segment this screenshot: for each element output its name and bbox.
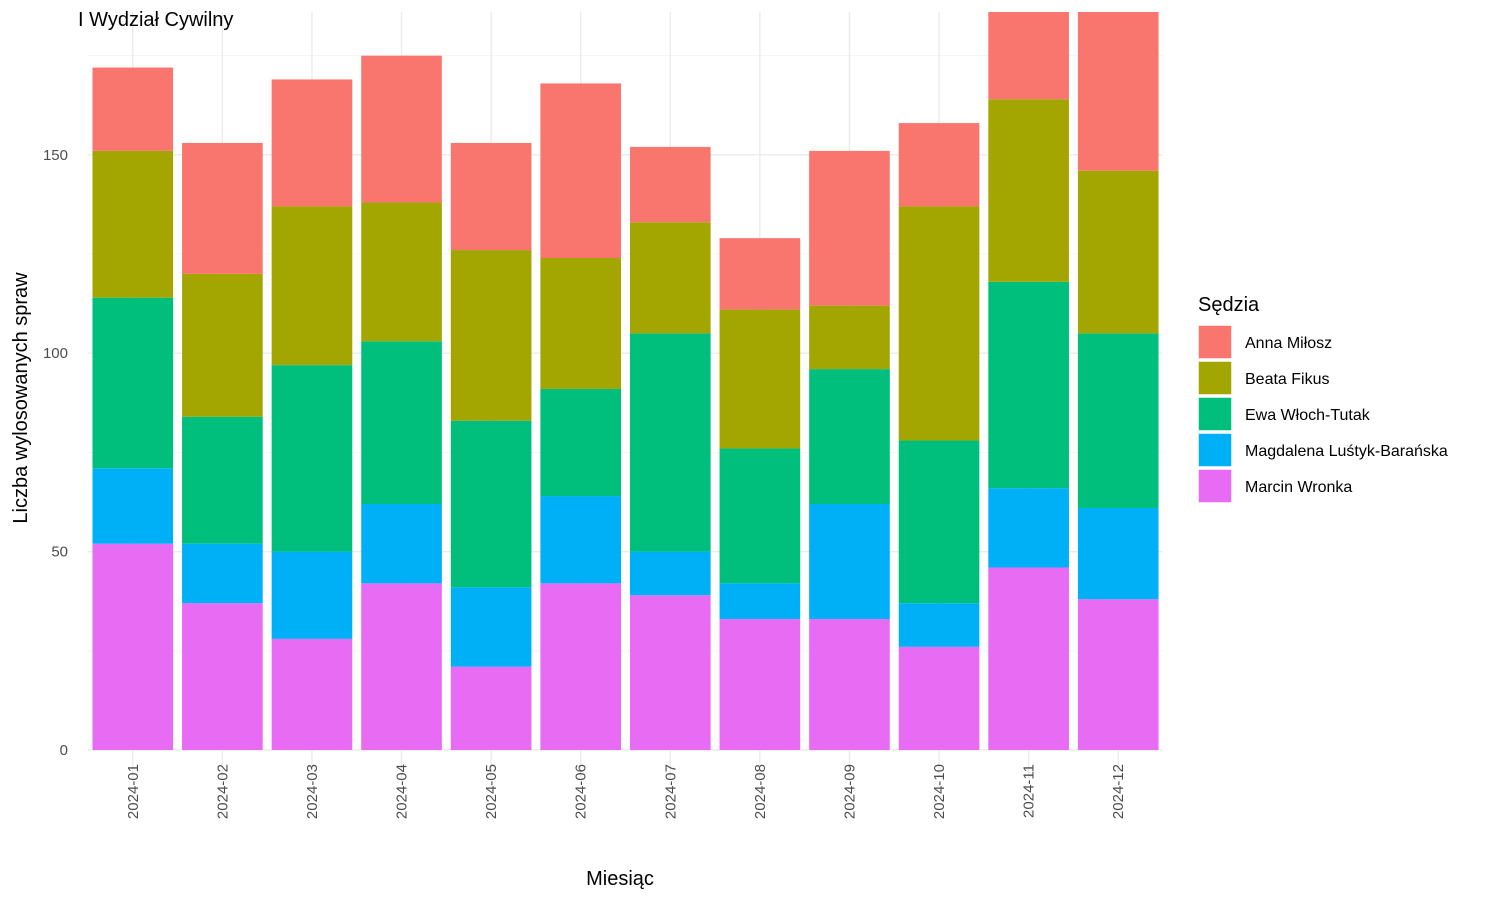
bar-segment [719,309,801,449]
bar-segment [988,281,1069,489]
bar-segment [361,202,442,342]
bar-segment [1077,507,1159,600]
bar-segment [450,420,532,588]
bar-segment [182,603,263,750]
bar-segment [271,551,353,639]
bar-segment [719,448,801,584]
bar-segment [540,388,622,497]
legend-key [1197,360,1233,396]
bar-segment [450,587,532,667]
x-tick-label: 2024-08 [752,764,769,819]
bar-segment [92,67,174,151]
bar-segment [1077,12,1159,171]
bar-segment [809,619,890,750]
bar-segment [988,12,1069,100]
bar-segment [361,583,442,750]
bar-segment [271,79,353,207]
legend-label: Marcin Wronka [1245,479,1352,496]
x-tick-label: 2024-03 [304,764,321,819]
bar-segment [988,99,1069,282]
bar-segment [629,595,711,750]
bar-segment [182,416,263,544]
bar-segment [182,273,263,417]
bar-segment [898,646,980,750]
bar-segment [361,341,442,504]
legend-key [1197,432,1233,468]
y-tick-label: 100 [43,345,68,362]
bars [92,12,1159,750]
bar-segment [898,206,980,441]
chart-title: I Wydział Cywilny [78,9,233,31]
bar-segment [92,150,174,298]
bar-segment [898,603,980,647]
x-tick-label: 2024-11 [1021,764,1038,818]
legend-title: Sędzia [1198,294,1260,316]
bar-segment [809,150,890,306]
x-tick-label: 2024-10 [931,764,948,819]
bar-segment [898,123,980,207]
bar-segment [540,83,622,258]
y-tick-label: 0 [60,742,68,759]
x-tick-label: 2024-02 [214,764,231,819]
x-tick-label: 2024-06 [573,764,590,819]
bar-segment [898,440,980,604]
bar-segment [719,619,801,750]
legend-label: Magdalena Luśtyk-Barańska [1245,443,1448,460]
x-tick-label: 2024-01 [125,764,142,819]
bar-segment [988,567,1069,750]
legend: Sędzia Anna Miłosz Beata Fikus Ewa Włoch-T… [1197,294,1448,504]
bar-segment [271,206,353,366]
x-tick-label: 2024-12 [1110,764,1127,819]
bar-segment [1077,333,1159,508]
bar-segment [450,666,532,750]
bar-segment [450,250,532,421]
bar-segment [361,55,442,203]
bar-segment [719,583,801,620]
legend-label: Anna Miłosz [1245,335,1332,352]
y-tick-label: 150 [43,147,68,164]
bar-segment [629,146,711,223]
bar-segment [92,468,174,544]
legend-key [1197,324,1233,360]
bar-segment [988,488,1069,568]
x-tick-label: 2024-04 [394,764,411,819]
bar-segment [809,369,890,504]
bar-segment [540,258,622,389]
bar-segment [629,333,711,552]
bar-segment [540,583,622,750]
bar-segment [450,142,532,251]
bar-segment [809,504,890,620]
x-tick-label: 2024-07 [662,764,679,819]
bar-segment [629,222,711,334]
bar-segment [629,551,711,596]
x-axis-ticks: 2024-01 2024-02 2024-03 2024-04 2024-05 2024-… [125,764,1127,819]
legend-label: Beata Fikus [1245,371,1329,388]
bar-segment [1077,170,1159,334]
legend-key [1197,396,1233,432]
bar-segment [92,543,174,750]
bar-segment [271,365,353,552]
bar-segment [809,305,890,370]
y-axis-title: Liczba wylosowanych spraw [10,272,32,524]
bar-segment [361,504,442,584]
y-axis-ticks: 0 50 100 150 [43,147,68,759]
bar-segment [92,297,174,469]
bar-segment [182,543,263,604]
x-axis-title: Miesiąc [586,868,654,890]
y-tick-label: 50 [51,544,68,561]
bar-segment [1077,599,1159,750]
legend-key [1197,468,1233,504]
bar-segment [719,238,801,310]
x-tick-label: 2024-09 [841,764,858,819]
bar-segment [540,496,622,584]
bar-segment [182,142,263,274]
bar-segment [271,638,353,750]
x-tick-label: 2024-05 [483,764,500,819]
legend-label: Ewa Włoch-Tutak [1245,407,1371,424]
